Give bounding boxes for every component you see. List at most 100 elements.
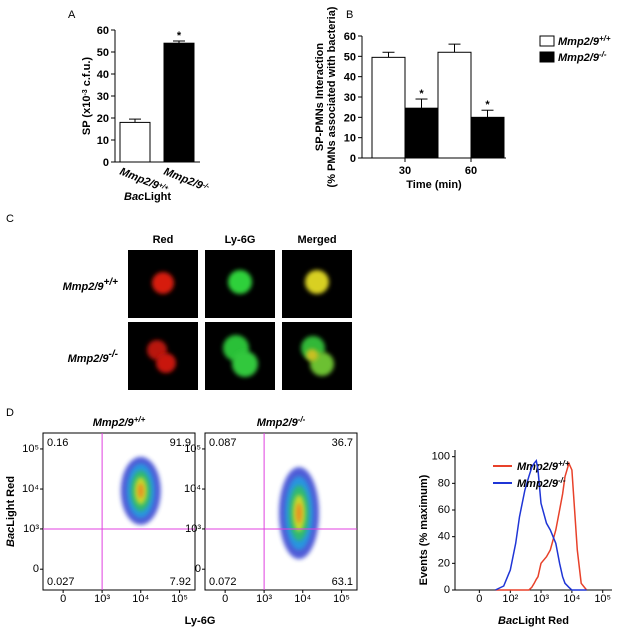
asterisk: *: [419, 88, 424, 100]
panel-label: D: [6, 407, 14, 419]
label-rest: Light Red: [518, 615, 569, 627]
y-tick-label: 60: [438, 504, 450, 516]
genotype-base: Mmp2/9: [558, 52, 600, 64]
y-tick-label: 10³: [23, 523, 39, 535]
legend-swatch: [539, 35, 555, 47]
x-tick-label: 10⁵: [594, 593, 611, 605]
x-tick-label: 0: [60, 593, 66, 605]
genotype-sup: +/+: [134, 415, 146, 424]
bar: [470, 116, 505, 159]
y-tick-label: 50: [344, 51, 356, 63]
genotype: Mmp2/9-/-: [68, 349, 119, 366]
label-italic: Bac: [498, 615, 518, 627]
y-tick-label: 30: [344, 92, 356, 104]
cell: [228, 270, 252, 294]
bar: [371, 56, 406, 159]
plot-frame: [204, 432, 358, 591]
genotype-sup: -/-: [202, 181, 211, 190]
y-tick-label: 20: [344, 112, 356, 124]
genotype: Mmp2/9-/-: [558, 50, 607, 65]
quadrant-value: 91.9: [170, 437, 191, 449]
quadrant-value: 0.072: [209, 576, 237, 588]
y-tick-label: 30: [97, 91, 109, 103]
y-tick-label: 80: [438, 477, 450, 489]
genotype-sup: -/-: [558, 476, 566, 485]
y-axis-label: (% PMNs associated with bacteria): [326, 6, 338, 187]
bar: [119, 121, 151, 163]
y-tick-label: 40: [97, 69, 109, 81]
quadrant-value: 63.1: [332, 576, 353, 588]
x-tick-label: 10²: [502, 593, 518, 605]
quadrant-value: 0.027: [47, 576, 75, 588]
error-bar: [173, 40, 185, 44]
series-line: [495, 458, 587, 591]
x-tick-label: 60: [465, 165, 477, 177]
y-label-part: c.f.u.): [81, 57, 93, 90]
error-bar: [129, 118, 141, 123]
density-cloud: [295, 503, 302, 524]
genotype-base: Mmp2/9: [517, 478, 559, 490]
panel-label: C: [6, 213, 14, 225]
x-tick-label: 30: [399, 165, 411, 177]
column-header: Ly-6G: [225, 234, 256, 246]
cell: [156, 353, 176, 373]
y-tick-label: 10⁴: [184, 483, 201, 495]
label-rest: Light Red: [5, 476, 17, 527]
y-tick-label: 40: [438, 531, 450, 543]
label-italic: Bac: [124, 191, 144, 203]
quadrant-value: 0.16: [47, 437, 68, 449]
genotype-base: Mmp2/9: [118, 166, 161, 193]
column-header: Red: [153, 234, 174, 246]
label-italic: Bac: [5, 527, 17, 547]
y-tick-label: 10⁵: [22, 443, 39, 455]
panel-label: A: [68, 9, 76, 21]
x-tick-label: 10³: [256, 593, 272, 605]
asterisk: *: [177, 30, 182, 42]
label: BacLight Red: [5, 476, 17, 547]
genotype-sup: -/-: [109, 349, 119, 360]
genotype: Mmp2/9+/+: [63, 277, 119, 294]
cell: [306, 349, 318, 361]
asterisk: *: [485, 99, 490, 111]
y-tick-label: 100: [432, 451, 450, 463]
y-tick-label: 0: [33, 563, 39, 575]
genotype-base: Mmp2/9: [68, 353, 110, 365]
y-tick-label: 0: [444, 584, 450, 596]
series-line: [495, 461, 588, 591]
x-tick-label: 10⁵: [171, 593, 188, 605]
y-label-part: SP (x10: [81, 96, 93, 136]
bar: [437, 51, 472, 159]
x-tick-label: 10⁴: [132, 593, 149, 605]
legend-swatch: [539, 51, 555, 63]
genotype: Mmp2/9+/+: [517, 459, 570, 474]
y-tick-label: 10⁵: [184, 443, 201, 455]
x-axis-label: Time (min): [406, 179, 462, 191]
cell: [305, 270, 329, 294]
genotype-base: Mmp2/9: [257, 417, 299, 429]
genotype-sup: +/+: [104, 277, 119, 288]
y-tick-label: 10: [344, 133, 356, 145]
x-axis-label: Ly-6G: [185, 615, 216, 627]
y-tick-label: 10⁴: [22, 483, 39, 495]
genotype: Mmp2/9-/-: [517, 476, 566, 491]
y-tick-label: 20: [97, 113, 109, 125]
y-tick-label: 40: [344, 72, 356, 84]
label-rest: Light: [144, 191, 171, 203]
genotype-base: Mmp2/9: [93, 417, 135, 429]
genotype: Mmp2/9+/+: [558, 34, 611, 49]
error-bar: [448, 43, 461, 53]
bar: [404, 107, 439, 159]
error-bar: [481, 109, 494, 118]
column-header: Merged: [297, 234, 336, 246]
y-tick-label: 50: [97, 47, 109, 59]
y-tick-label: 10: [97, 135, 109, 147]
density-cloud: [137, 483, 144, 499]
genotype-sup: -/-: [298, 415, 306, 424]
genotype-base: Mmp2/9: [162, 166, 205, 193]
genotype-sup: -/-: [599, 50, 607, 59]
genotype-base: Mmp2/9: [558, 36, 600, 48]
x-tick-label: 10³: [533, 593, 549, 605]
cell: [152, 272, 174, 294]
x-tick-label: 10⁴: [294, 593, 311, 605]
